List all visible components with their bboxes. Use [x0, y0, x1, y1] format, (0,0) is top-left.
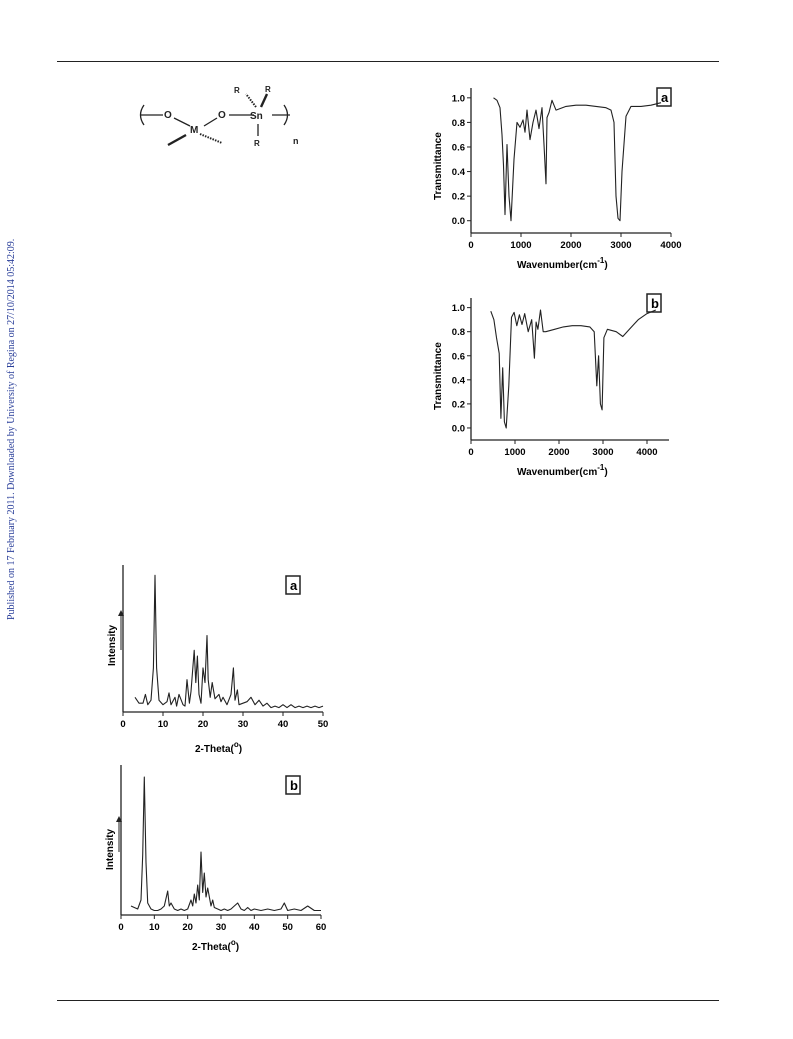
x-tick-label: 30: [238, 719, 249, 730]
y-tick-label: 0.2: [452, 399, 465, 410]
intensity-arrowhead: [116, 816, 122, 822]
x-tick-label: 0: [120, 719, 125, 730]
x-tick-label: 0: [118, 922, 123, 933]
footer-rule: [57, 1000, 719, 1001]
y-tick-label: 1.0: [452, 303, 465, 314]
x-tick-label: 2000: [548, 447, 569, 458]
x-tick-label: 30: [216, 922, 227, 933]
x-tick-label: 0: [468, 240, 473, 251]
panel-label-a: a: [661, 90, 669, 105]
ir-spectrum-a: 0 1000 2000 3000 4000 0.0 0.2 0.4 0.6 0.8 1.0 a Tr…: [433, 87, 682, 271]
series-line: [490, 309, 657, 429]
y-tick-label: 0.8: [452, 118, 465, 129]
x-tick-label: 40: [278, 719, 289, 730]
y-tick-label: 1.0: [452, 93, 465, 104]
panel-label-box: [646, 293, 662, 313]
x-tick-label: 20: [198, 719, 209, 730]
x-tick-label: 2000: [560, 240, 581, 251]
panel-label-box: [285, 575, 301, 595]
x-tick-label: 50: [282, 922, 293, 933]
x-tick-label: 4000: [660, 240, 681, 251]
series-line: [134, 574, 324, 709]
x-tick-label: 0: [468, 447, 473, 458]
x-tick-label: 1000: [504, 447, 525, 458]
xrd-pattern-a: 0 10 20 30 40 50 a Intensity 2-Theta(o): [107, 565, 329, 755]
ylabel: Transmittance: [433, 132, 444, 200]
series-line: [130, 776, 321, 912]
atom-o-2: O: [218, 110, 226, 121]
y-tick-label: 0.0: [452, 423, 465, 434]
x-tick-label: 3000: [592, 447, 613, 458]
y-tick-label: 0.0: [452, 216, 465, 227]
panel-label-box: [285, 775, 301, 795]
repeat-subscript: n: [293, 136, 299, 146]
xlabel: 2-Theta(o): [195, 740, 242, 755]
atom-r-3: R: [254, 139, 260, 148]
x-tick-label: 4000: [636, 447, 657, 458]
x-tick-label: 10: [158, 719, 169, 730]
ylabel: Transmittance: [433, 342, 444, 410]
xlabel: Wavenumber(cm-1): [517, 256, 608, 271]
panel-label-box: [656, 87, 672, 107]
x-tick-label: 1000: [510, 240, 531, 251]
chemical-structure: O O M Sn R R R n: [139, 85, 299, 148]
xlabel: Wavenumber(cm-1): [517, 463, 608, 478]
y-tick-label: 0.6: [452, 351, 465, 362]
panel-label-b: b: [651, 296, 659, 311]
x-tick-label: 40: [249, 922, 260, 933]
y-tick-label: 0.8: [452, 327, 465, 338]
ylabel: Intensity: [105, 828, 116, 870]
right-bracket: [283, 104, 289, 126]
atom-o-1: O: [164, 110, 172, 121]
publication-sidebar-note: Published on 17 February 2011. Downloade…: [6, 238, 17, 620]
x-tick-label: 50: [318, 719, 329, 730]
xlabel: 2-Theta(o): [192, 938, 239, 953]
y-tick-label: 0.2: [452, 192, 465, 203]
header-rule: [57, 61, 719, 62]
intensity-arrowhead: [118, 610, 124, 616]
xrd-pattern-b: 0 10 20 30 40 50 60 b Intensity 2-Theta(o): [105, 765, 327, 953]
left-bracket: [139, 104, 145, 126]
x-tick-label: 3000: [610, 240, 631, 251]
atom-sn: Sn: [250, 111, 263, 122]
x-tick-label: 20: [182, 922, 193, 933]
panel-label-b: b: [290, 778, 298, 793]
ylabel: Intensity: [107, 624, 118, 666]
ir-spectrum-b: 0 1000 2000 3000 4000 0.0 0.2 0.4 0.6 0.8 1.0 b Tr…: [433, 293, 669, 478]
y-tick-label: 0.6: [452, 142, 465, 153]
atom-r-2: R: [265, 85, 271, 94]
atom-r-1: R: [234, 86, 240, 95]
panel-label-a: a: [290, 578, 298, 593]
x-tick-label: 60: [316, 922, 327, 933]
x-tick-label: 10: [149, 922, 160, 933]
y-tick-label: 0.4: [452, 167, 466, 178]
atom-m: M: [190, 125, 198, 136]
y-tick-label: 0.4: [452, 375, 466, 386]
series-line: [493, 97, 662, 222]
